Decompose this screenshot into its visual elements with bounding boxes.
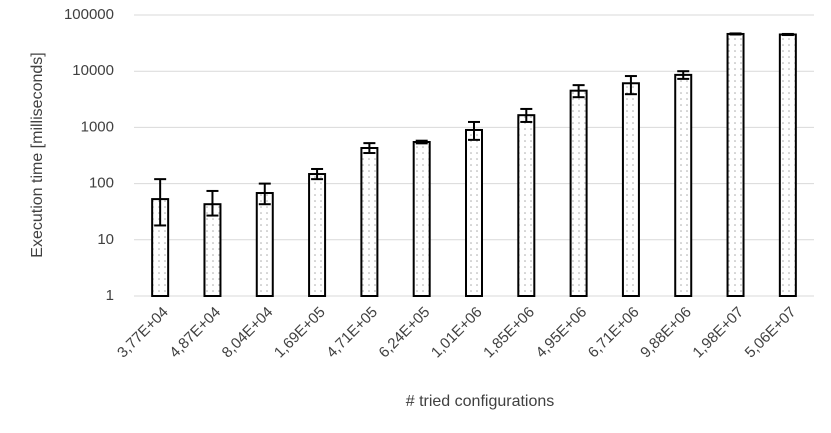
y-tick-label: 10 [97, 231, 114, 248]
bar [726, 32, 745, 298]
bar [778, 33, 797, 297]
x-tick-label: 6,71E+06 [585, 304, 643, 362]
x-tick-label: 8,04E+04 [219, 304, 277, 362]
bar [569, 89, 588, 297]
y-axis-label: Execution time [milliseconds] [29, 52, 46, 257]
x-axis-label: # tried configurations [406, 393, 555, 410]
x-tick-label: 3,77E+04 [114, 304, 172, 362]
bar [412, 140, 431, 297]
x-tick-label: 1,98E+07 [689, 304, 747, 362]
x-tick-label: 5,06E+07 [742, 304, 800, 362]
x-tick-label: 9,88E+06 [637, 304, 695, 362]
y-tick-label: 1 [106, 287, 114, 304]
x-tick-label: 4,71E+05 [323, 304, 381, 362]
x-tick-label: 6,24E+05 [376, 304, 434, 362]
bar [517, 114, 536, 297]
x-tick-label: 4,87E+04 [166, 304, 224, 362]
x-tick-label: 1,69E+05 [271, 304, 329, 362]
bar [203, 203, 222, 297]
y-tick-label: 100 [89, 175, 114, 192]
bar [465, 128, 483, 297]
x-tick-label: 4,95E+06 [533, 304, 591, 362]
x-tick-label: 1,85E+06 [480, 304, 538, 362]
y-tick-label: 1000 [81, 118, 114, 135]
y-tick-label: 10000 [72, 62, 114, 79]
bar [621, 82, 640, 297]
bar [674, 73, 693, 298]
x-tick-label: 1,01E+06 [428, 304, 486, 362]
bar [255, 192, 274, 297]
bar [308, 173, 327, 298]
y-tick-label: 100000 [64, 6, 114, 23]
bar [360, 146, 379, 297]
